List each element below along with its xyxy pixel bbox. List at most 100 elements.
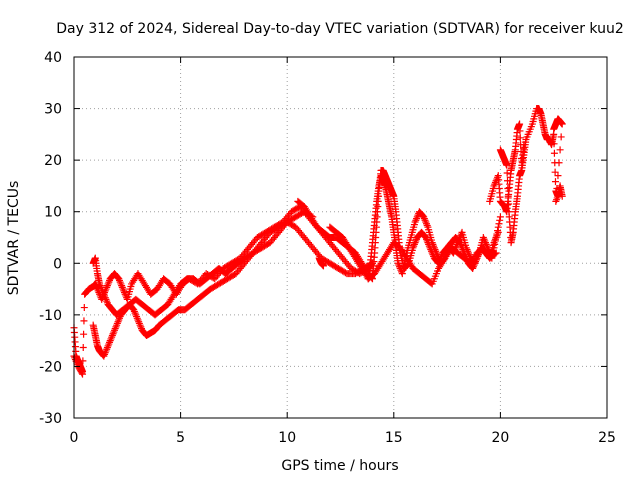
- data-point: [555, 159, 563, 167]
- data-point: [555, 189, 563, 197]
- x-tick-label: 0: [70, 430, 79, 446]
- y-axis-label: SDTVAR / TECUs: [6, 181, 22, 296]
- series-track-f: [326, 223, 500, 288]
- data-point: [96, 282, 104, 290]
- x-tick-label: 5: [176, 430, 185, 446]
- plot-frame: [73, 56, 608, 419]
- y-tick-label: 20: [44, 153, 62, 169]
- data-point: [496, 213, 504, 221]
- data-point: [481, 237, 489, 245]
- y-tick-label: -20: [39, 359, 62, 375]
- data-point: [503, 161, 511, 169]
- data-point: [109, 330, 117, 338]
- data-point: [432, 249, 440, 257]
- data-point: [108, 333, 116, 341]
- data-point: [115, 316, 123, 324]
- data-point: [100, 290, 108, 298]
- data-point: [133, 314, 141, 322]
- data-point: [114, 318, 122, 326]
- data-point: [469, 264, 477, 272]
- data-point: [553, 194, 561, 202]
- data-point: [455, 235, 463, 243]
- data-point: [480, 235, 488, 243]
- data-point: [119, 285, 127, 293]
- data-point: [490, 244, 498, 252]
- data-point: [398, 270, 406, 278]
- y-tick-label: 40: [44, 50, 62, 66]
- y-tick-label: 10: [44, 205, 62, 221]
- data-point: [103, 345, 111, 353]
- data-point: [80, 330, 88, 338]
- data-point: [117, 280, 125, 288]
- data-point: [113, 321, 121, 329]
- data-point: [431, 246, 439, 254]
- data-point: [505, 200, 513, 208]
- data-point: [495, 220, 503, 228]
- data-point: [492, 234, 500, 241]
- data-point: [116, 278, 124, 286]
- data-point: [118, 282, 126, 290]
- x-tick-label: 20: [491, 430, 509, 446]
- data-point: [104, 280, 112, 288]
- data-point: [101, 292, 109, 300]
- series-track-g: [315, 120, 528, 270]
- data-point: [120, 287, 128, 295]
- y-tick-label: 0: [53, 256, 62, 272]
- data-point: [557, 133, 565, 141]
- data-point: [120, 289, 128, 297]
- data-point: [395, 261, 403, 269]
- data-point: [136, 321, 144, 329]
- x-tick-label: 25: [598, 430, 616, 446]
- data-point: [554, 192, 562, 200]
- data-point: [102, 295, 110, 303]
- data-point: [491, 250, 499, 258]
- data-point: [420, 213, 428, 221]
- data-point: [400, 263, 408, 271]
- data-point: [101, 350, 109, 358]
- data-point: [110, 328, 118, 336]
- data-point: [106, 337, 114, 345]
- data-point: [103, 344, 111, 352]
- data-point: [555, 191, 563, 199]
- data-point: [551, 178, 559, 186]
- data-point: [413, 213, 421, 221]
- y-tick-label: -30: [39, 411, 62, 427]
- data-point: [556, 146, 564, 154]
- data-point: [98, 285, 106, 293]
- data-point: [464, 249, 472, 257]
- data-point: [97, 283, 105, 291]
- y-tick-label: -10: [39, 308, 62, 324]
- data-point: [516, 120, 524, 128]
- data-point: [481, 239, 489, 247]
- data-point: [430, 244, 438, 252]
- y-tick-label: 30: [44, 102, 62, 118]
- data-point: [134, 316, 142, 324]
- data-point: [504, 192, 512, 200]
- data-point: [102, 347, 110, 355]
- series-track-e: [364, 172, 504, 283]
- data-point: [422, 220, 430, 228]
- data-point: [552, 197, 560, 205]
- data-point: [410, 242, 418, 250]
- data-point: [429, 240, 437, 248]
- series-track-i: [70, 115, 566, 376]
- data-point: [118, 283, 126, 291]
- data-point: [394, 259, 402, 267]
- data-point: [132, 311, 140, 319]
- data-point: [79, 344, 87, 352]
- data-point: [504, 177, 512, 185]
- data-point: [558, 120, 566, 128]
- y-tick-labels: -30 -20 -10 0 10 20 30 40: [39, 50, 62, 427]
- data-point: [462, 244, 470, 252]
- data-point: [113, 319, 121, 327]
- data-point: [80, 317, 88, 325]
- data-point: [99, 289, 107, 297]
- data-point: [101, 294, 109, 302]
- data-point: [420, 215, 428, 223]
- data-point: [106, 338, 114, 346]
- data-point: [411, 218, 419, 226]
- data-point: [428, 239, 436, 247]
- data-point: [100, 352, 108, 360]
